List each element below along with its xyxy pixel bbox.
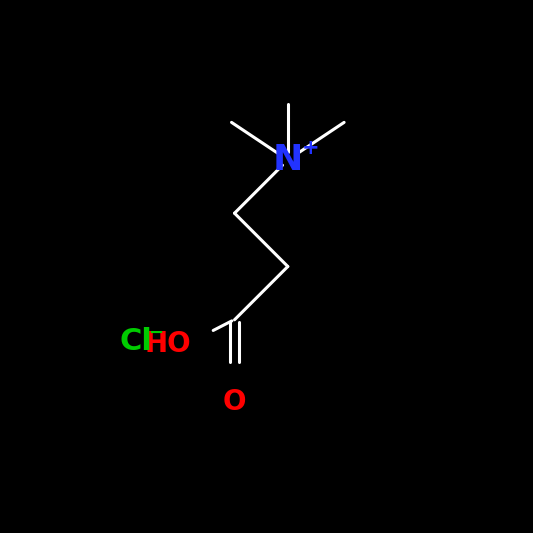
Text: +: + — [301, 138, 319, 158]
Text: N: N — [273, 143, 303, 177]
Text: HO: HO — [144, 330, 191, 358]
Text: −: − — [149, 324, 164, 342]
Text: O: O — [223, 389, 246, 416]
Text: Cl: Cl — [119, 327, 152, 356]
